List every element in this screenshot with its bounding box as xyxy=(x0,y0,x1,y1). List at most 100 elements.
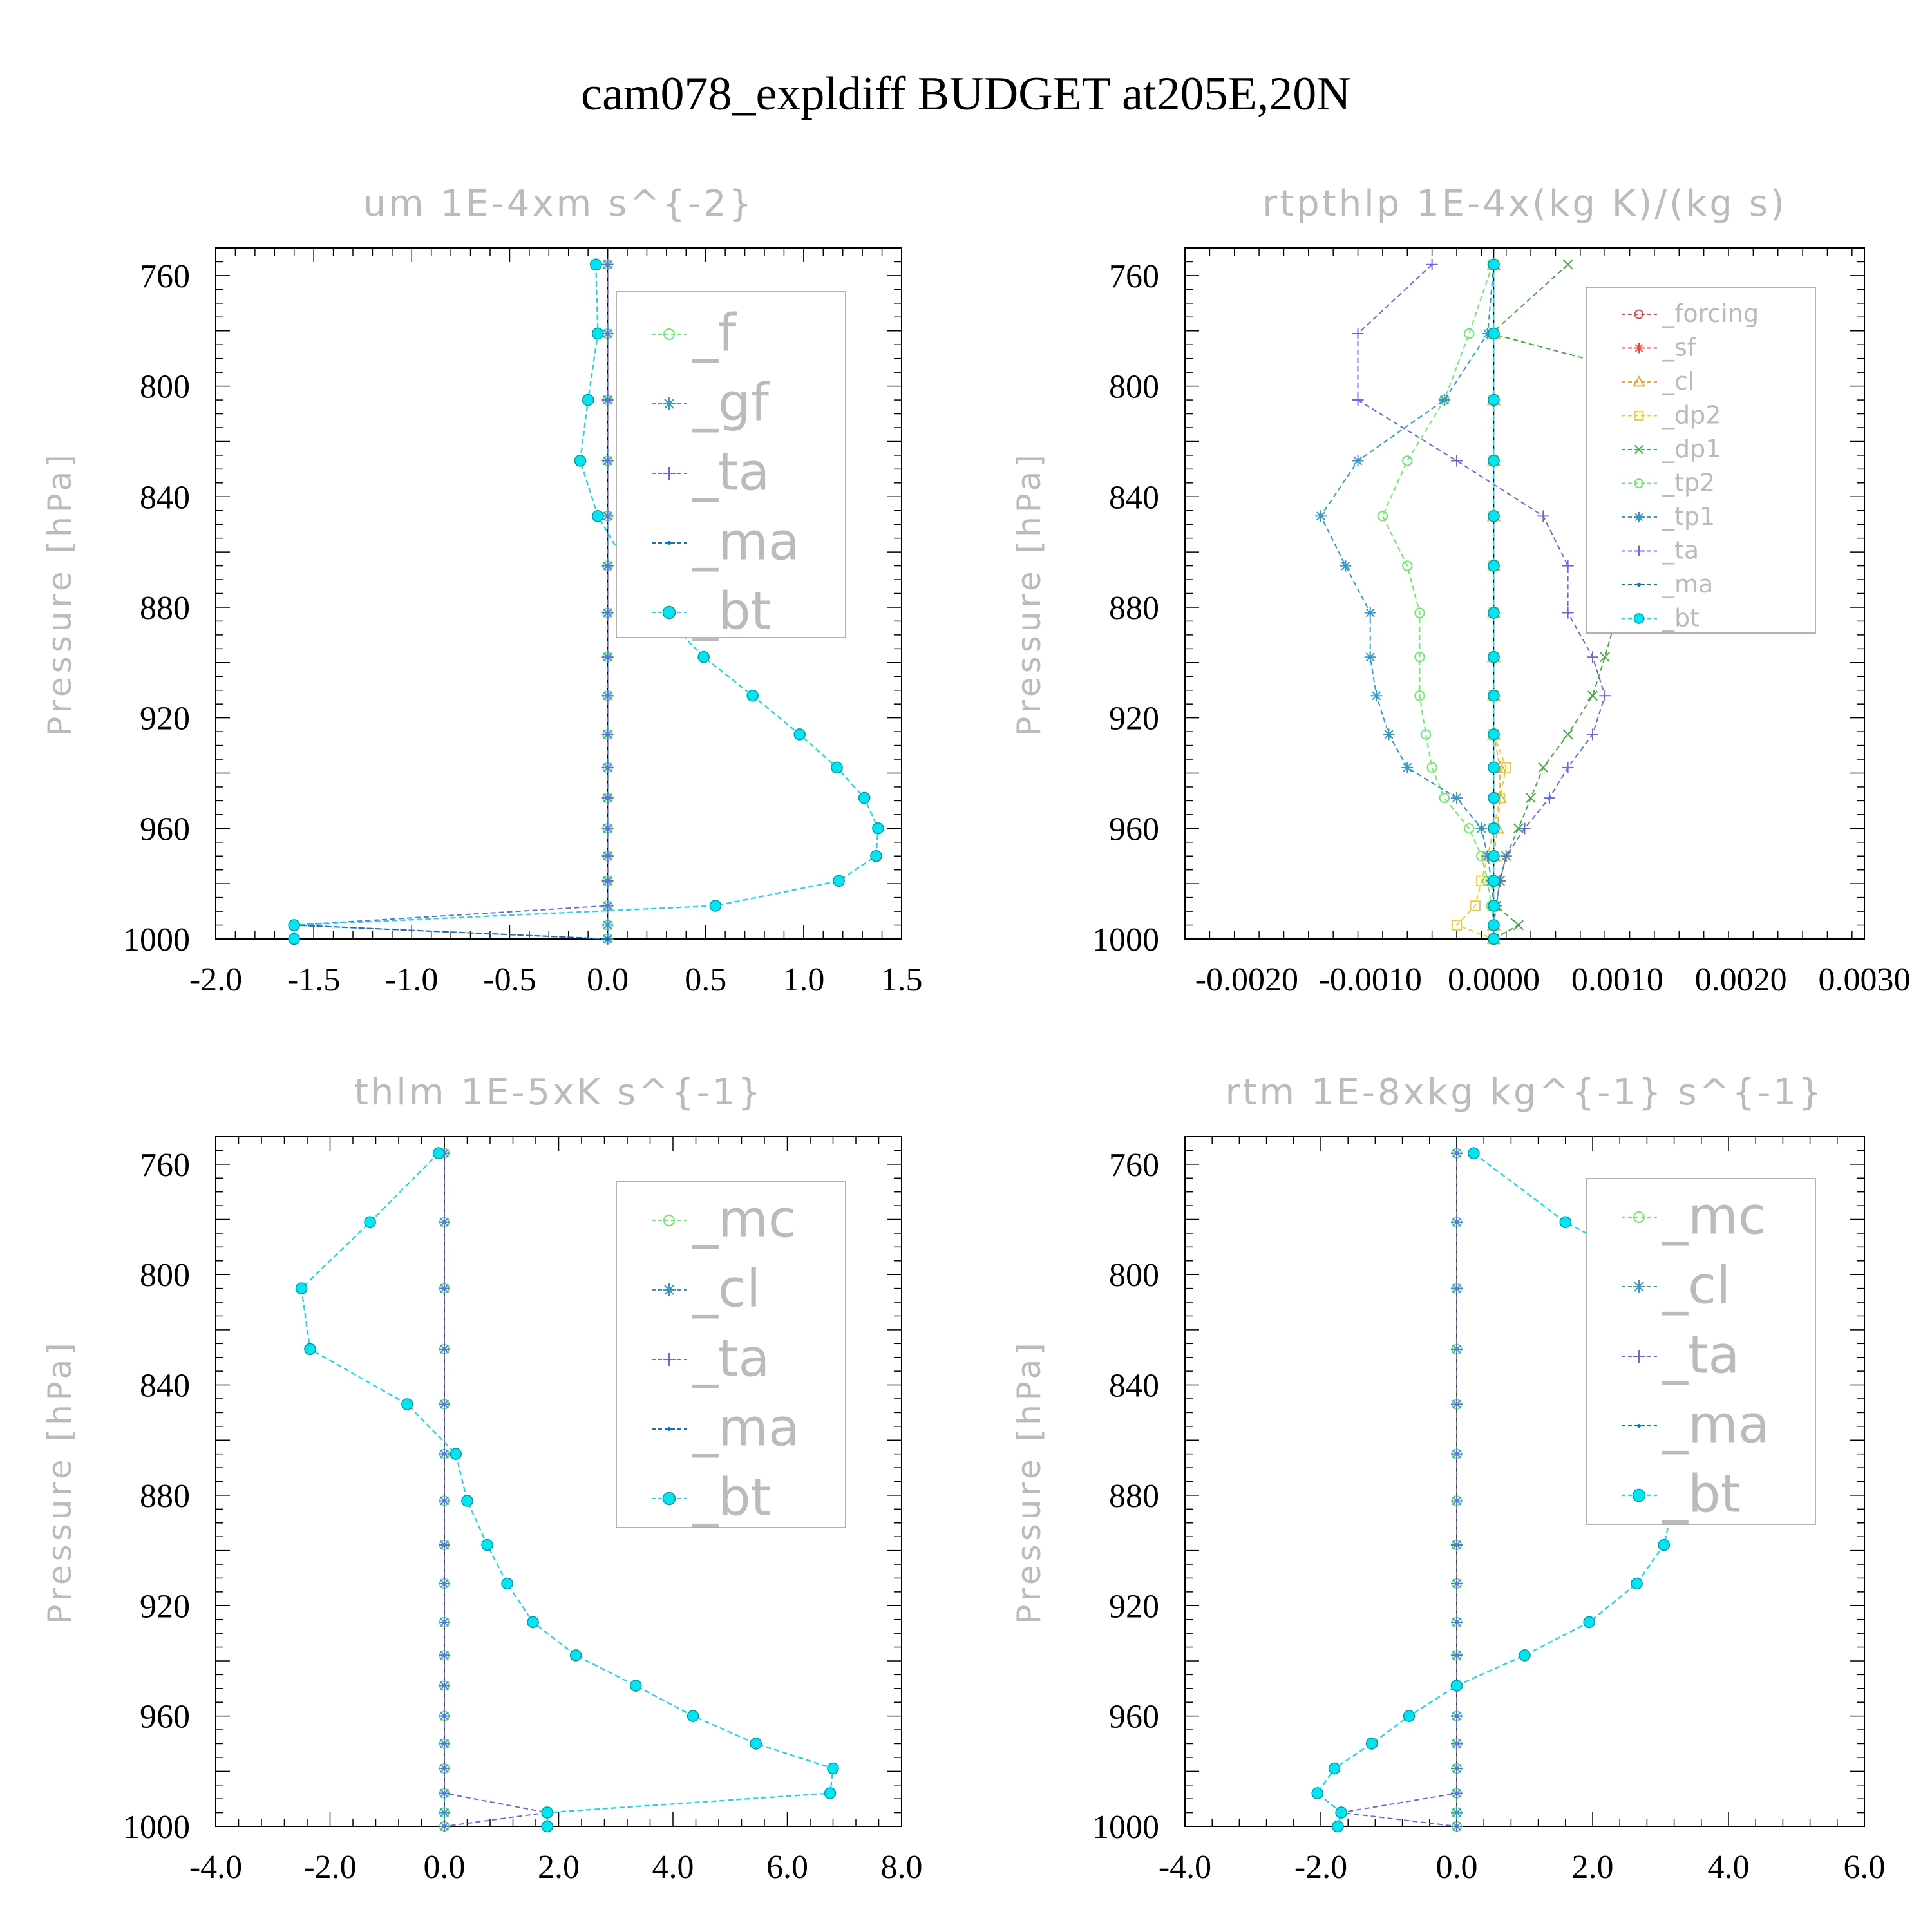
panel-title: rtpthlp 1E-4x(kg K)/(kg s) xyxy=(1262,183,1787,225)
data-point xyxy=(1488,455,1500,467)
x-tick-label: -4.0 xyxy=(1159,1849,1211,1886)
data-point xyxy=(1451,1821,1463,1832)
x-tick-label: 0.5 xyxy=(685,961,726,998)
y-tick-label: 760 xyxy=(140,258,190,295)
legend-item-ma: _ma xyxy=(652,512,800,572)
legend-label: _cl xyxy=(692,1259,761,1319)
y-tick-label: 920 xyxy=(1109,701,1159,737)
legend-label: _bt xyxy=(692,582,771,641)
x-tick-label: 4.0 xyxy=(652,1849,694,1886)
data-point xyxy=(1426,762,1437,773)
legend-marker xyxy=(663,1215,675,1226)
data-point xyxy=(1587,728,1598,741)
legend-item-mc: _mc xyxy=(1622,1186,1766,1246)
data-point xyxy=(295,1282,308,1294)
legend-item-ta: _ta xyxy=(1622,536,1699,565)
legend-box xyxy=(1586,287,1816,634)
data-point xyxy=(1420,729,1432,740)
legend-label: _cl xyxy=(1662,367,1694,395)
data-point xyxy=(1352,328,1364,340)
data-point xyxy=(439,1448,450,1460)
legend-label: _ma xyxy=(1662,570,1713,598)
data-point xyxy=(1401,761,1414,773)
series-line xyxy=(1357,264,1606,939)
x-tick-label: 1.5 xyxy=(881,961,923,998)
data-point xyxy=(1562,607,1574,619)
legend-label: _f xyxy=(692,303,737,363)
legend-marker xyxy=(1634,411,1644,421)
x-tick-label: -2.0 xyxy=(189,961,242,998)
legend-label: _ma xyxy=(692,512,800,572)
data-point xyxy=(527,1616,539,1629)
legend-box xyxy=(616,1181,846,1528)
x-tick-label: 6.0 xyxy=(766,1849,808,1886)
y-tick-label: 760 xyxy=(1109,258,1159,295)
data-point xyxy=(605,937,610,941)
chart-panel-4: rtm 1E-8xkg kg^{-1} s^{-1} Pressure [hPa]… xyxy=(1010,1072,1886,1886)
data-point xyxy=(630,1680,642,1692)
data-point xyxy=(1402,560,1413,571)
legend-label: _ta xyxy=(692,442,770,502)
legend-label: _ta xyxy=(1662,1325,1739,1385)
legend-item-ma: _ma xyxy=(652,1398,800,1458)
legend-label: _bt xyxy=(1662,1464,1741,1524)
y-tick-label: 800 xyxy=(1109,369,1159,406)
data-point xyxy=(432,1147,445,1160)
data-point xyxy=(1364,607,1376,619)
y-tick-label: 1000 xyxy=(1092,1809,1159,1846)
series-line xyxy=(1493,264,1501,939)
data-point xyxy=(501,1577,513,1590)
series-line xyxy=(1341,1153,1457,1827)
legend-label: _mc xyxy=(1662,1186,1766,1246)
y-tick-label: 800 xyxy=(1109,1257,1159,1294)
data-point xyxy=(601,761,614,773)
legend-item-ta: _ta xyxy=(652,1329,770,1388)
data-point xyxy=(872,822,884,835)
data-point xyxy=(601,900,614,912)
data-point xyxy=(1451,1495,1463,1507)
data-point xyxy=(831,761,843,774)
series-ta xyxy=(1335,1147,1463,1832)
data-point xyxy=(601,607,614,619)
y-tick-label: 1000 xyxy=(123,922,190,958)
data-point xyxy=(1328,1762,1341,1775)
data-point xyxy=(1488,728,1500,741)
data-point xyxy=(1559,1216,1572,1229)
data-point xyxy=(1414,607,1425,618)
legend-item-cl: _cl xyxy=(1622,367,1694,395)
data-point xyxy=(1488,510,1500,522)
panel-title: um 1E-4xm s^{-2} xyxy=(363,183,754,225)
data-point xyxy=(1513,920,1524,931)
legend-label: _bt xyxy=(692,1468,771,1528)
panels: um 1E-4xm s^{-2} Pressure [hPa] 760 800 840 8… xyxy=(41,183,1911,1886)
legend: _forcing _sf _cl _dp2 _dp1 _tp2 _tp1 _ta _ma _bt xyxy=(1586,287,1816,634)
data-point xyxy=(1402,455,1413,466)
data-point xyxy=(439,1787,450,1799)
legend-item-tp1: _tp1 xyxy=(1622,502,1715,531)
legend-label: _ta xyxy=(1662,536,1699,565)
data-point xyxy=(601,919,614,931)
legend: _f _gf _ta _ma _bt xyxy=(616,291,846,641)
legend-item-ma: _ma xyxy=(1622,1395,1770,1455)
legend-item-dp2: _dp2 xyxy=(1622,401,1721,430)
data-point xyxy=(1311,1787,1324,1799)
data-point xyxy=(439,1216,450,1228)
legend-marker xyxy=(1633,613,1645,624)
data-point xyxy=(1488,933,1500,945)
data-point xyxy=(697,650,710,663)
legend-item-bt: _bt xyxy=(652,1468,771,1528)
data-point xyxy=(481,1539,493,1551)
data-point xyxy=(1451,1282,1463,1294)
data-point xyxy=(793,728,806,741)
legend-marker xyxy=(1634,444,1644,455)
data-point xyxy=(1488,607,1500,619)
legend-item-ta: _ta xyxy=(652,442,770,502)
data-point xyxy=(1538,762,1549,773)
y-tick-label: 960 xyxy=(140,811,190,848)
data-point xyxy=(592,510,604,522)
data-point xyxy=(1526,793,1536,804)
data-point xyxy=(1451,920,1463,931)
data-point xyxy=(1488,761,1500,774)
y-axis-label: Pressure [hPa] xyxy=(1010,451,1048,736)
data-point xyxy=(1537,510,1549,522)
